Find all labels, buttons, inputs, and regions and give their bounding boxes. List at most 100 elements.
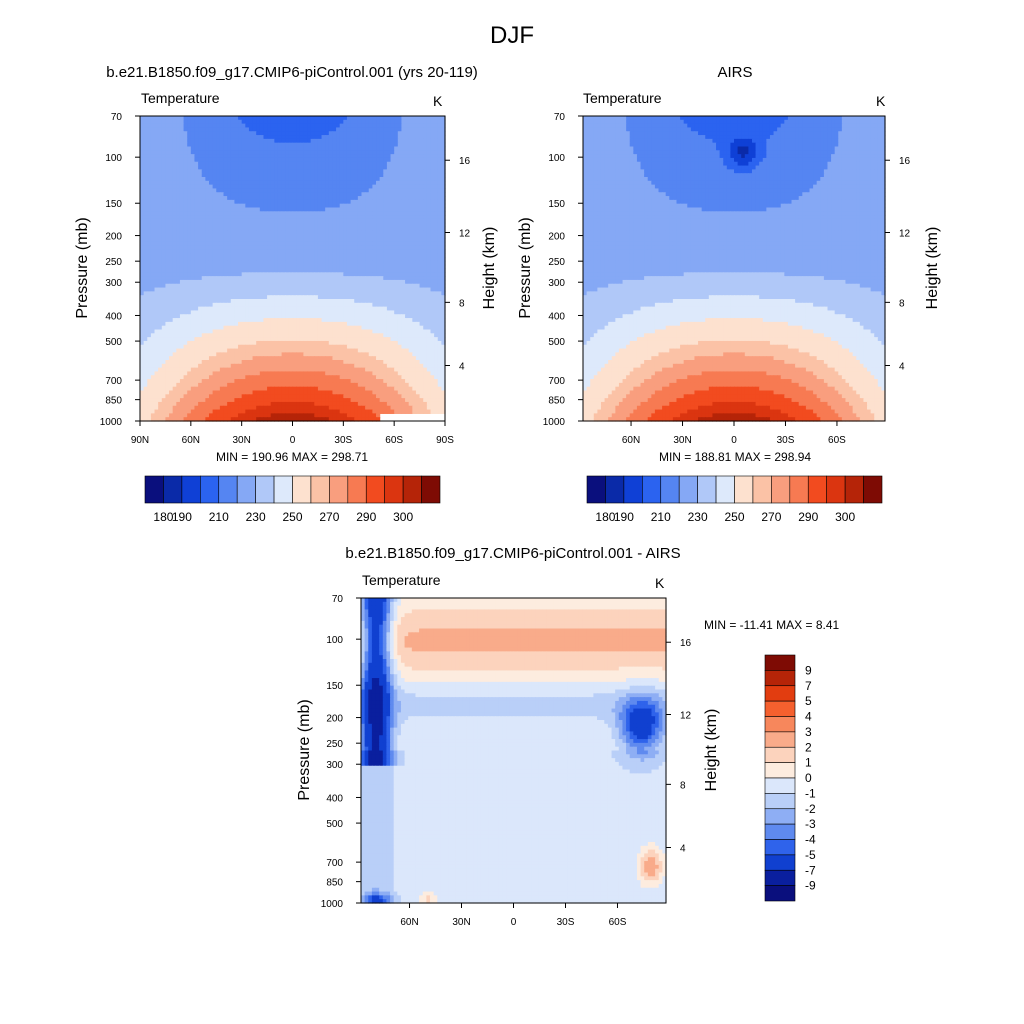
contour-cell xyxy=(202,177,206,181)
contour-cell xyxy=(409,333,413,337)
contour-cell xyxy=(391,253,395,257)
contour-cell xyxy=(358,314,362,318)
contour-cell xyxy=(332,280,336,284)
contour-cell xyxy=(387,242,391,246)
contour-cell xyxy=(187,284,191,288)
contour-cell xyxy=(165,318,169,322)
contour-cell xyxy=(322,215,326,219)
contour-cell xyxy=(234,249,238,253)
contour-cell xyxy=(351,208,355,212)
contour-cell xyxy=(369,318,373,322)
contour-cell xyxy=(300,162,304,166)
contour-cell xyxy=(169,269,173,273)
contour-cell xyxy=(205,223,209,227)
contour-cell xyxy=(158,303,162,307)
contour-cell xyxy=(394,269,398,273)
contour-cell xyxy=(194,265,198,269)
contour-cell xyxy=(180,307,184,311)
contour-cell xyxy=(412,314,416,318)
contour-cell xyxy=(256,131,260,135)
contour-cell xyxy=(289,188,293,192)
contour-cell xyxy=(151,299,155,303)
contour-cell xyxy=(140,307,144,311)
contour-cell xyxy=(420,307,424,311)
contour-cell xyxy=(289,330,293,334)
contour-cell xyxy=(365,322,369,326)
contour-cell xyxy=(325,154,329,158)
contour-cell xyxy=(303,284,307,288)
contour-cell xyxy=(140,185,144,189)
contour-cell xyxy=(198,242,202,246)
contour-cell xyxy=(227,330,231,334)
contour-cell xyxy=(249,246,253,250)
contour-cell xyxy=(151,116,155,120)
contour-cell xyxy=(369,295,373,299)
contour-cell xyxy=(427,318,431,322)
contour-cell xyxy=(285,204,289,208)
contour-cell xyxy=(234,341,238,345)
contour-cell xyxy=(347,234,351,238)
contour-cell xyxy=(165,158,169,162)
contour-cell xyxy=(336,188,340,192)
contour-cell xyxy=(187,200,191,204)
contour-cell xyxy=(383,303,387,307)
contour-cell xyxy=(307,288,311,292)
contour-cell xyxy=(387,177,391,181)
contour-cell xyxy=(416,318,420,322)
contour-cell xyxy=(318,166,322,170)
contour-cell xyxy=(234,242,238,246)
contour-cell xyxy=(416,185,420,189)
contour-cell xyxy=(282,177,286,181)
contour-cell xyxy=(398,280,402,284)
contour-cell xyxy=(187,341,191,345)
contour-cell xyxy=(438,173,442,177)
contour-cell xyxy=(358,116,362,120)
contour-cell xyxy=(332,147,336,151)
contour-cell xyxy=(162,299,166,303)
contour-cell xyxy=(336,150,340,154)
contour-cell xyxy=(213,307,217,311)
contour-cell xyxy=(249,299,253,303)
contour-cell xyxy=(278,177,282,181)
contour-cell xyxy=(249,223,253,227)
contour-cell xyxy=(329,269,333,273)
contour-cell xyxy=(245,127,249,131)
contour-cell xyxy=(416,291,420,295)
contour-cell xyxy=(285,124,289,128)
contour-cell xyxy=(369,276,373,280)
contour-cell xyxy=(387,223,391,227)
contour-cell xyxy=(311,318,315,322)
contour-cell xyxy=(278,150,282,154)
contour-cell xyxy=(380,249,384,253)
contour-cell xyxy=(209,166,213,170)
contour-cell xyxy=(249,204,253,208)
contour-cell xyxy=(173,200,177,204)
contour-cell xyxy=(394,166,398,170)
contour-cell xyxy=(365,188,369,192)
contour-cell xyxy=(398,284,402,288)
contour-cell xyxy=(423,261,427,265)
contour-cell xyxy=(242,139,246,143)
contour-cell xyxy=(256,177,260,181)
contour-cell xyxy=(165,196,169,200)
contour-cell xyxy=(253,272,257,276)
contour-cell xyxy=(307,162,311,166)
contour-cell xyxy=(361,333,365,337)
contour-cell xyxy=(202,162,206,166)
contour-cell xyxy=(234,188,238,192)
contour-cell xyxy=(380,288,384,292)
contour-cell xyxy=(224,314,228,318)
contour-cell xyxy=(405,333,409,337)
contour-cell xyxy=(387,314,391,318)
contour-cell xyxy=(409,223,413,227)
contour-cell xyxy=(155,208,159,212)
contour-cell xyxy=(361,154,365,158)
contour-cell xyxy=(140,284,144,288)
contour-cell xyxy=(191,147,195,151)
contour-cell xyxy=(249,162,253,166)
contour-cell xyxy=(245,211,249,215)
contour-cell xyxy=(227,169,231,173)
contour-cell xyxy=(249,234,253,238)
contour-cell xyxy=(245,238,249,242)
contour-cell xyxy=(401,158,405,162)
